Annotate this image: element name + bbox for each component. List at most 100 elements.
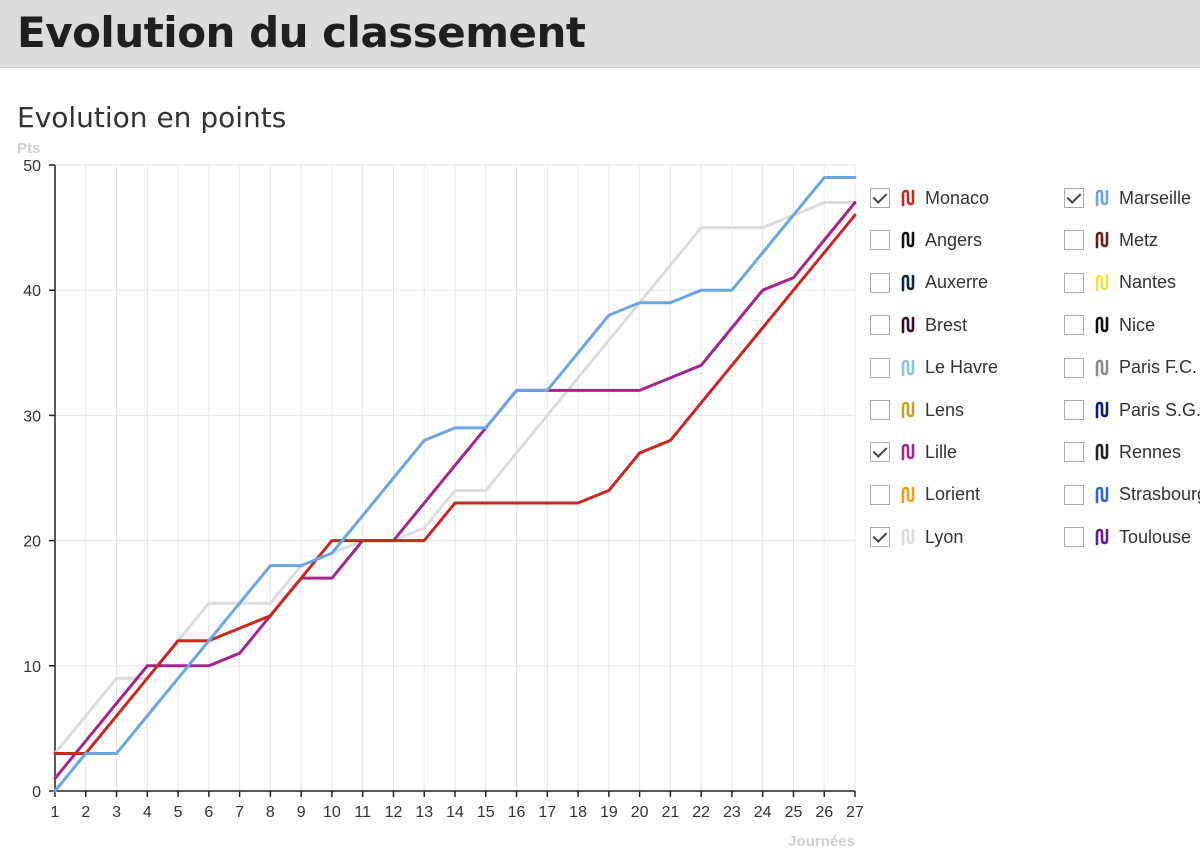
- legend-label: Le Havre: [925, 357, 999, 378]
- x-tick-label: 16: [508, 804, 526, 821]
- legend-checkbox-paris-s-g[interactable]: [1064, 400, 1084, 420]
- legend-checkbox-rennes[interactable]: [1064, 442, 1084, 463]
- legend-checkbox-lyon[interactable]: [870, 527, 890, 548]
- legend-checkbox-lens[interactable]: [870, 400, 890, 420]
- legend-item-marseille[interactable]: Marseille: [1064, 183, 1191, 213]
- team-color-icon: [1095, 359, 1109, 376]
- legend-checkbox-brest[interactable]: [870, 315, 890, 336]
- team-color-icon: [1095, 274, 1109, 292]
- legend-label: Marseille: [1119, 187, 1192, 208]
- legend-item-angers[interactable]: Angers: [870, 225, 982, 255]
- legend-item-paris-s-g[interactable]: Paris S.G.: [1064, 395, 1200, 425]
- legend-label: Monaco: [925, 187, 990, 208]
- legend-label: Lille: [925, 441, 958, 462]
- legend-label: Brest: [925, 314, 968, 335]
- legend-item-monaco[interactable]: Monaco: [870, 183, 989, 213]
- x-tick-label: 9: [297, 804, 306, 821]
- legend-checkbox-paris-f-c[interactable]: [1064, 357, 1084, 378]
- x-tick-label: 12: [385, 804, 403, 821]
- legend-label: Metz: [1119, 229, 1159, 250]
- legend-label: Lorient: [925, 484, 981, 505]
- legend-checkbox-strasbourg[interactable]: [1064, 484, 1084, 505]
- team-color-icon: [1095, 401, 1109, 419]
- x-tick-label: 27: [846, 804, 864, 821]
- x-tick-label: 24: [754, 804, 772, 821]
- chart-title: Evolution en points: [17, 101, 287, 134]
- legend-checkbox-monaco[interactable]: [870, 188, 890, 208]
- team-color-icon: [901, 316, 915, 334]
- team-color-icon: [901, 274, 915, 292]
- legend-item-lille[interactable]: Lille: [870, 437, 957, 467]
- legend-label: Strasbourg: [1119, 484, 1200, 505]
- x-tick-label: 1: [51, 804, 60, 821]
- legend-item-lens[interactable]: Lens: [870, 395, 964, 425]
- x-tick-label: 14: [446, 804, 464, 821]
- x-tick-label: 10: [323, 804, 341, 821]
- y-tick-label: 0: [32, 784, 41, 801]
- team-color-icon: [1095, 528, 1109, 546]
- x-tick-label: 6: [204, 804, 213, 821]
- legend-label: Nantes: [1119, 272, 1177, 293]
- legend-item-nantes[interactable]: Nantes: [1064, 268, 1176, 298]
- legend-label: Lyon: [925, 526, 964, 547]
- x-tick-label: 18: [569, 804, 587, 821]
- legend-label: Nice: [1119, 314, 1156, 335]
- legend-item-strasbourg[interactable]: Strasbourg: [1064, 480, 1200, 510]
- legend-checkbox-metz[interactable]: [1064, 230, 1084, 251]
- legend-label: Paris S.G.: [1119, 399, 1200, 420]
- legend-checkbox-auxerre[interactable]: [870, 272, 890, 293]
- legend-checkbox-angers[interactable]: [870, 230, 890, 251]
- x-tick-label: 11: [354, 804, 371, 821]
- series-line-monaco: [53, 213, 857, 755]
- legend-item-lyon[interactable]: Lyon: [870, 522, 963, 552]
- x-tick-label: 20: [631, 804, 649, 821]
- legend-label: Toulouse: [1119, 526, 1192, 547]
- legend-checkbox-le-havre[interactable]: [870, 357, 890, 378]
- legend-checkbox-nantes[interactable]: [1064, 272, 1084, 293]
- x-tick-label: 17: [538, 804, 556, 821]
- team-color-icon: [901, 486, 915, 504]
- team-color-icon: [1095, 316, 1109, 334]
- y-tick-label: 50: [23, 158, 41, 175]
- team-color-icon: [901, 232, 915, 249]
- team-color-icon: [1095, 189, 1109, 207]
- legend-label: Angers: [925, 229, 983, 250]
- team-color-icon: [901, 359, 915, 376]
- team-color-icon: [901, 444, 915, 461]
- legend-checkbox-nice[interactable]: [1064, 315, 1084, 336]
- y-tick-label: 30: [23, 408, 41, 425]
- legend-item-auxerre[interactable]: Auxerre: [870, 268, 988, 298]
- page-header: Evolution du classement: [0, 0, 1200, 68]
- legend-checkbox-toulouse[interactable]: [1064, 527, 1084, 548]
- page-title: Evolution du classement: [17, 8, 586, 57]
- legend-item-paris-f-c[interactable]: Paris F.C.: [1064, 353, 1197, 383]
- legend-item-metz[interactable]: Metz: [1064, 225, 1158, 255]
- team-color-icon: [1095, 486, 1109, 504]
- legend-label: Lens: [925, 399, 965, 420]
- legend-checkbox-marseille[interactable]: [1064, 188, 1084, 208]
- legend-item-toulouse[interactable]: Toulouse: [1064, 522, 1191, 552]
- series-line-marseille: [53, 176, 857, 793]
- x-tick-label: 21: [661, 804, 679, 821]
- team-color-icon: [901, 528, 915, 546]
- legend-checkbox-lorient[interactable]: [870, 484, 890, 505]
- team-color-icon: [1095, 232, 1109, 249]
- x-tick-label: 25: [785, 804, 803, 821]
- series-line-lyon: [53, 201, 857, 755]
- legend-item-brest[interactable]: Brest: [870, 310, 967, 340]
- x-tick-label: 22: [692, 804, 710, 821]
- team-color-icon: [901, 189, 915, 207]
- x-tick-label: 4: [143, 804, 152, 821]
- legend-item-rennes[interactable]: Rennes: [1064, 437, 1181, 467]
- legend-checkbox-lille[interactable]: [870, 442, 890, 463]
- legend-item-nice[interactable]: Nice: [1064, 310, 1155, 340]
- legend-item-le-havre[interactable]: Le Havre: [870, 353, 998, 383]
- x-tick-label: 3: [112, 804, 121, 821]
- legend-label: Paris F.C.: [1119, 357, 1198, 378]
- x-tick-label: 7: [235, 804, 244, 821]
- x-tick-label: 8: [266, 804, 275, 821]
- legend-item-lorient[interactable]: Lorient: [870, 480, 980, 510]
- x-tick-label: 26: [815, 804, 833, 821]
- x-tick-label: 5: [174, 804, 183, 821]
